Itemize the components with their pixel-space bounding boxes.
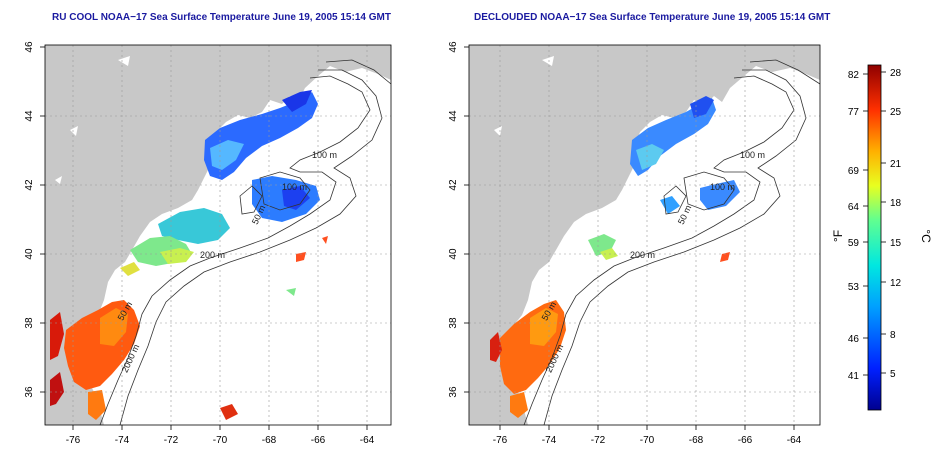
fahrenheit-tick: 69 — [848, 166, 860, 177]
left-lat-tick: 40 — [24, 248, 35, 260]
left-lat-tick: 44 — [24, 110, 35, 122]
temperature-colorbar: 82 77 69 64 59 53 46 41 28 25 21 18 15 1… — [831, 64, 933, 411]
right-lon-tick: -66 — [738, 435, 753, 446]
right-map-title: DECLOUDED NOAA−17 Sea Surface Temperatur… — [474, 12, 831, 23]
fahrenheit-tick: 64 — [848, 202, 860, 213]
fahrenheit-tick: 41 — [848, 371, 860, 382]
right-lat-tick: 42 — [448, 179, 459, 191]
left-lon-tick: -76 — [66, 435, 81, 446]
right-lat-tick: 38 — [448, 317, 459, 329]
right-lon-tick: -74 — [542, 435, 557, 446]
celsius-tick: 18 — [890, 198, 902, 209]
right-lat-tick: 44 — [448, 110, 459, 122]
celsius-tick: 12 — [890, 278, 902, 289]
right-lon-tick: -68 — [689, 435, 704, 446]
contour-label-100m-a: 100 m — [312, 150, 337, 160]
fahrenheit-unit-label: °F — [831, 230, 845, 242]
right-sst-map: 100 m 100 m 50 m 200 m 50 m 2000 m — [448, 41, 821, 446]
right-lat-tick: 36 — [448, 386, 459, 398]
land-mass — [469, 45, 820, 425]
right-lat-tick: 46 — [448, 41, 459, 53]
celsius-tick: 25 — [890, 107, 902, 118]
fahrenheit-tick: 46 — [848, 334, 860, 345]
celsius-unit-label: °C — [919, 229, 933, 243]
right-lon-tick: -72 — [591, 435, 606, 446]
contour-label-200m: 200 m — [630, 250, 655, 260]
right-lon-tick: -76 — [493, 435, 508, 446]
fahrenheit-tick: 77 — [848, 107, 860, 118]
land-mass — [45, 45, 391, 425]
left-lat-tick: 42 — [24, 179, 35, 191]
fahrenheit-tick: 53 — [848, 282, 860, 293]
contour-label-100m-b: 100 m — [710, 182, 735, 192]
celsius-tick: 21 — [890, 159, 902, 170]
celsius-tick: 5 — [890, 369, 896, 380]
left-lat-tick: 46 — [24, 41, 35, 53]
left-lat-tick: 36 — [24, 386, 35, 398]
right-lon-tick: -64 — [787, 435, 802, 446]
left-sst-map: 100 m 100 m 50 m 200 m 50 m 2000 m — [24, 41, 392, 446]
celsius-tick: 8 — [890, 330, 896, 341]
right-lon-tick: -70 — [640, 435, 655, 446]
contour-label-100m-a: 100 m — [740, 150, 765, 160]
left-lon-tick: -72 — [164, 435, 179, 446]
left-lon-tick: -64 — [360, 435, 375, 446]
left-map-title: RU COOL NOAA−17 Sea Surface Temperature … — [52, 12, 391, 23]
left-lon-tick: -68 — [262, 435, 277, 446]
celsius-tick: 15 — [890, 238, 902, 249]
fahrenheit-tick: 82 — [848, 70, 860, 81]
fahrenheit-tick: 59 — [848, 238, 860, 249]
contour-label-200m: 200 m — [200, 250, 225, 260]
celsius-tick: 28 — [890, 68, 902, 79]
right-lat-tick: 40 — [448, 248, 459, 260]
left-lat-tick: 38 — [24, 317, 35, 329]
contour-label-100m-b: 100 m — [282, 182, 307, 192]
left-lon-tick: -70 — [213, 435, 228, 446]
left-lon-tick: -74 — [115, 435, 130, 446]
left-lon-tick: -66 — [311, 435, 326, 446]
